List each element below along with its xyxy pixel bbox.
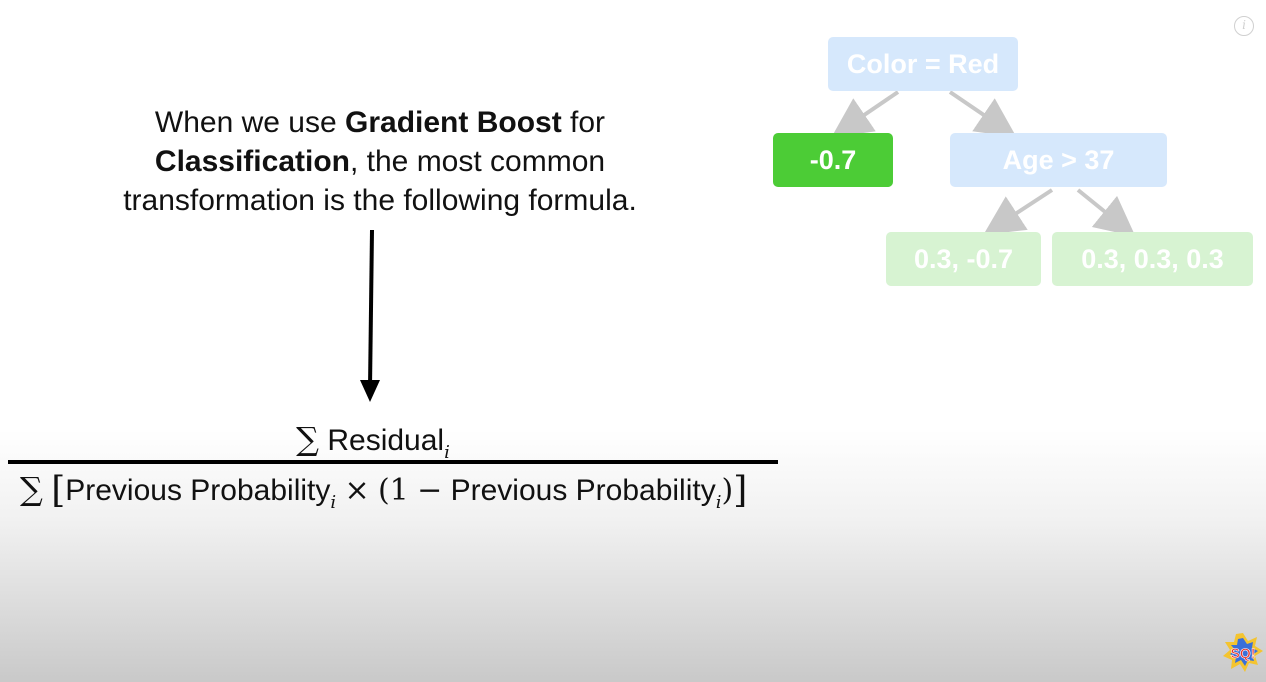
edge-age-left <box>983 188 1054 235</box>
edge-age-right <box>1076 188 1136 237</box>
caption-part1: When we use <box>154 106 346 139</box>
fraction-bar <box>8 460 778 464</box>
sub-i-1: i <box>330 492 337 513</box>
tree-age-right-leaf: 0.3, 0.3, 0.3 <box>1052 232 1253 286</box>
edge-root-left <box>831 90 900 138</box>
prev-prob-1: Previous Probability <box>65 474 331 507</box>
formula-denominator: ∑ [Previous Probabilityi × (1 − Previous… <box>8 470 778 513</box>
formula-numerator: ∑ Residuali <box>8 418 778 463</box>
numerator-residual: Residual <box>327 424 445 457</box>
info-icon[interactable]: i <box>1234 16 1254 36</box>
channel-logo-icon: SQ! <box>1223 633 1263 672</box>
minus-symbol: − <box>417 473 443 508</box>
numerator-sub-i: i <box>444 442 450 463</box>
sigma-symbol: ∑ <box>296 420 319 458</box>
caption-bold1: Gradient Boost <box>345 106 562 139</box>
down-arrow-icon <box>360 229 380 402</box>
caption-bold2: Classification <box>154 145 350 178</box>
right-bracket: ] <box>733 470 748 511</box>
formula: ∑ Residuali ∑ [Previous Probabilityi × (… <box>8 418 778 513</box>
tree-age-left-leaf: 0.3, -0.7 <box>886 232 1041 286</box>
tree-edges <box>831 90 1136 237</box>
paren-open: ( <box>377 473 390 508</box>
caption-part2: for <box>561 106 606 139</box>
caption-text: When we use Gradient Boost for Classific… <box>70 103 690 220</box>
prev-prob-2: Previous Probability <box>450 474 716 507</box>
caption-line3: transformation is the following formula. <box>123 184 637 217</box>
one-digit: 1 <box>389 473 409 508</box>
tree-left-leaf: -0.7 <box>773 133 893 187</box>
tree-age-node: Age > 37 <box>950 133 1167 187</box>
sub-i-2: i <box>715 492 722 513</box>
tree-root-node: Color = Red <box>828 37 1018 91</box>
caption-part3: , the most common <box>349 145 606 178</box>
logo-text: SQ! <box>1231 645 1256 661</box>
sigma-symbol-denominator: ∑ <box>20 470 43 508</box>
times-symbol: × <box>344 473 370 508</box>
edge-root-right <box>948 90 1017 138</box>
paren-close: ) <box>721 473 734 508</box>
left-bracket: [ <box>51 470 66 511</box>
